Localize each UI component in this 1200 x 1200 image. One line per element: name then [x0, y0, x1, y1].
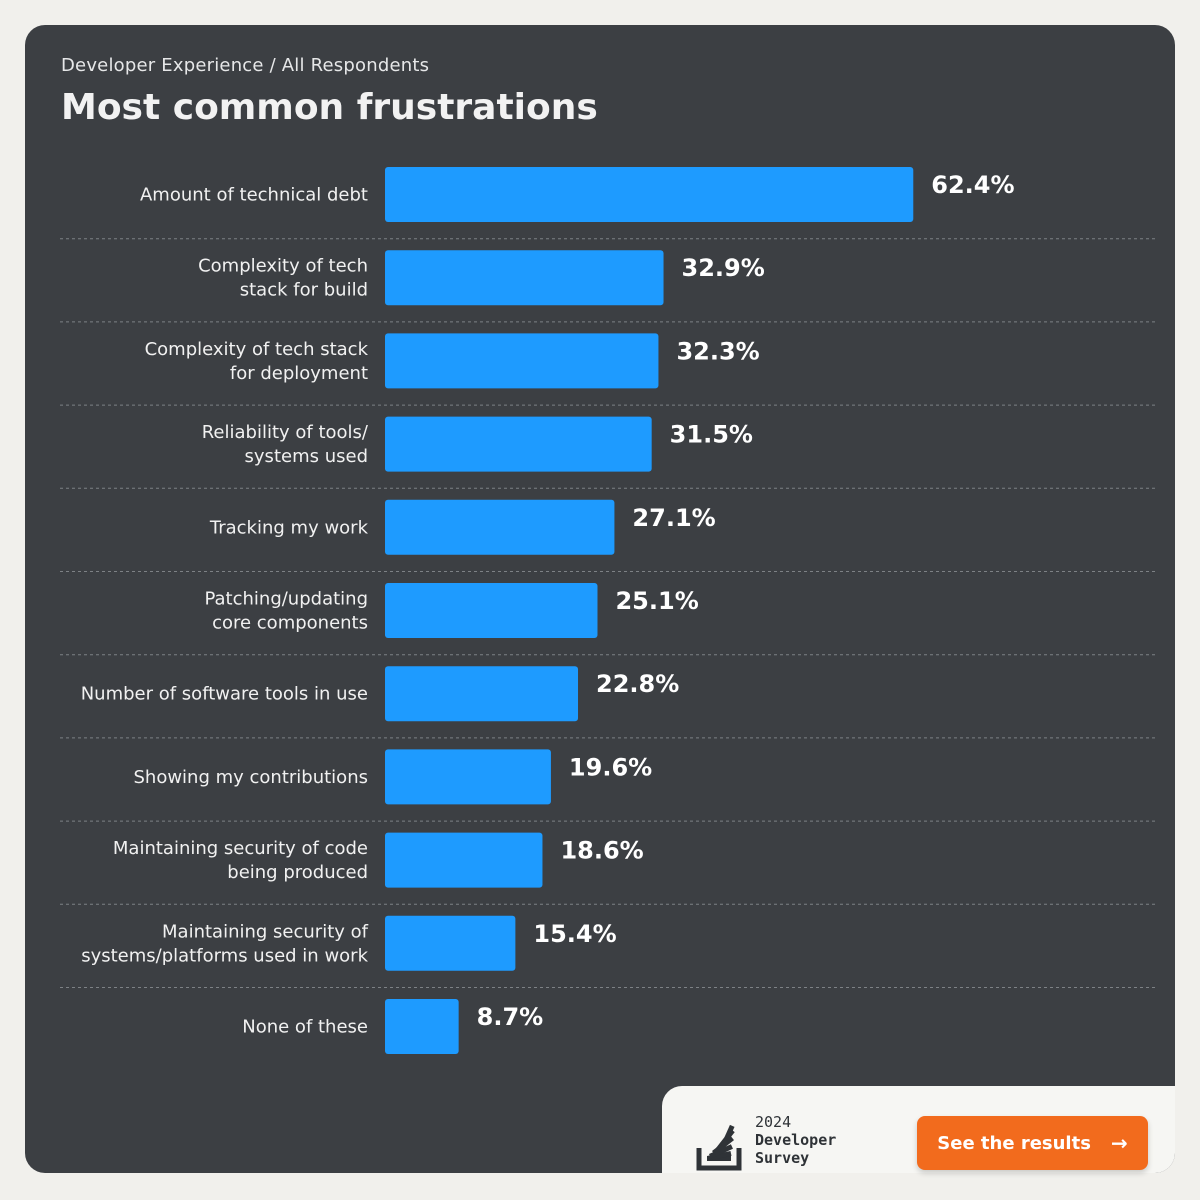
bar-3 — [385, 416, 652, 472]
bar-8 — [385, 832, 543, 888]
category-label-10: None of these — [242, 1017, 368, 1038]
bar-10 — [385, 999, 459, 1054]
see-results-button[interactable]: See the results → — [917, 1116, 1148, 1170]
category-label-9: Maintaining security of systems/platforms… — [81, 921, 368, 966]
survey-line-developer: Developer — [755, 1131, 837, 1149]
category-label-5: Patching/updating core components — [204, 589, 368, 634]
bar-7 — [385, 749, 551, 805]
value-label-9: 15.4% — [533, 920, 616, 948]
value-label-3: 31.5% — [670, 421, 753, 449]
survey-wordmark: 2024 Developer Survey — [755, 1113, 836, 1167]
category-label-0: Amount of technical debt — [140, 185, 368, 206]
breadcrumb: Developer Experience / All Respondents — [61, 55, 430, 76]
category-label-6: Number of software tools in use — [81, 684, 368, 705]
footer-panel: 2024 Developer Survey See the results → — [662, 1086, 1175, 1173]
see-results-label: See the results — [937, 1132, 1091, 1154]
value-label-2: 32.3% — [676, 337, 759, 365]
stack-overflow-logo-icon — [696, 1124, 742, 1171]
bar-6 — [385, 666, 579, 722]
bar-9 — [385, 915, 516, 971]
category-label-4: Tracking my work — [209, 517, 369, 538]
bar-chart: 62.4% Amount of technical debt 32.9% Comple… — [60, 167, 1155, 1054]
value-label-8: 18.6% — [560, 837, 643, 865]
bar-1 — [385, 250, 664, 306]
value-label-1: 32.9% — [682, 254, 765, 282]
bar-5 — [385, 583, 598, 638]
survey-year: 2024 — [755, 1113, 792, 1131]
category-label-8: Maintaining security of code being produc… — [113, 838, 368, 883]
bar-2 — [385, 333, 659, 389]
category-label-7: Showing my contributions — [133, 767, 368, 788]
value-label-4: 27.1% — [632, 504, 715, 532]
survey-line-survey: Survey — [755, 1149, 810, 1167]
value-label-0: 62.4% — [931, 171, 1014, 199]
bar-0 — [385, 167, 914, 222]
value-label-7: 19.6% — [569, 753, 652, 781]
value-label-5: 25.1% — [615, 587, 698, 615]
value-label-10: 8.7% — [477, 1003, 544, 1031]
category-label-1: Complexity of tech stack for build — [198, 256, 368, 301]
chart-card: Developer Experience / All Respondents M… — [25, 25, 1175, 1173]
arrow-right-icon: → — [1110, 1131, 1128, 1155]
chart-title: Most common frustrations — [61, 87, 598, 128]
category-label-3: Reliability of tools/systems used — [202, 422, 369, 467]
bar-4 — [385, 499, 615, 555]
category-label-2: Complexity of tech stack for deployment — [145, 339, 369, 384]
value-label-6: 22.8% — [596, 670, 679, 698]
